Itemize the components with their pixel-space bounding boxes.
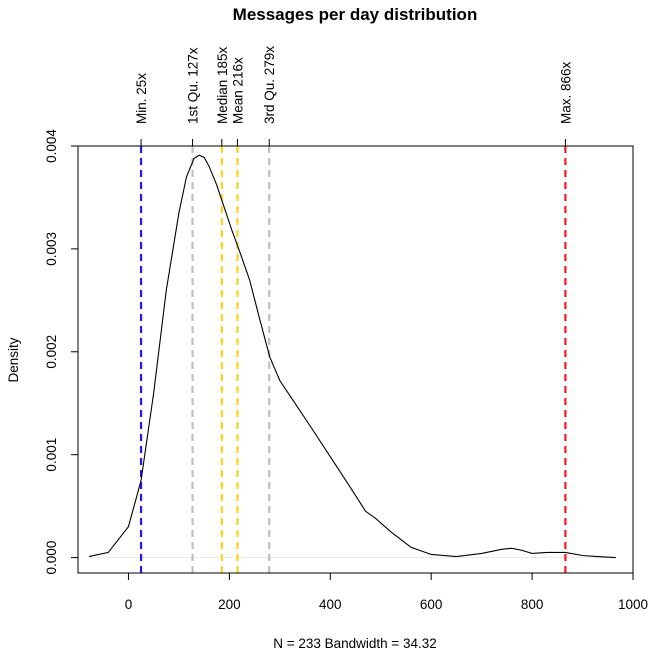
density-curve (88, 154, 616, 559)
x-tick-label-5: 1000 (618, 597, 648, 612)
top-label-3: Mean 216x (230, 57, 245, 124)
x-axis-label: N = 233 Bandwidth = 34.32 (273, 636, 437, 651)
y-tick-label-2: 0.002 (44, 335, 59, 369)
y-tick-label-4: 0.004 (44, 129, 59, 163)
chart-title: Messages per day distribution (233, 5, 478, 24)
x-tick-label-3: 600 (420, 597, 443, 612)
plot-frame (77, 145, 634, 574)
x-tick-label-4: 800 (521, 597, 544, 612)
x-tick-label-1: 200 (218, 597, 241, 612)
x-tick-label-0: 0 (125, 597, 133, 612)
y-tick-label-1: 0.001 (44, 438, 59, 472)
top-label-5: Max. 866x (558, 61, 573, 124)
x-tick-label-2: 400 (319, 597, 342, 612)
plot-area: Min. 25x 1st Qu. 127x Median 185x Mean 216x… (44, 46, 648, 612)
y-tick-label-3: 0.003 (44, 232, 59, 266)
y-tick-label-0: 0.000 (44, 541, 59, 575)
top-label-4: 3rd Qu. 279x (262, 46, 277, 124)
top-label-1: 1st Qu. 127x (186, 47, 201, 124)
y-axis-label: Density (6, 337, 21, 382)
top-label-2: Median 185x (215, 46, 230, 124)
top-label-0: Min. 25x (134, 73, 149, 124)
